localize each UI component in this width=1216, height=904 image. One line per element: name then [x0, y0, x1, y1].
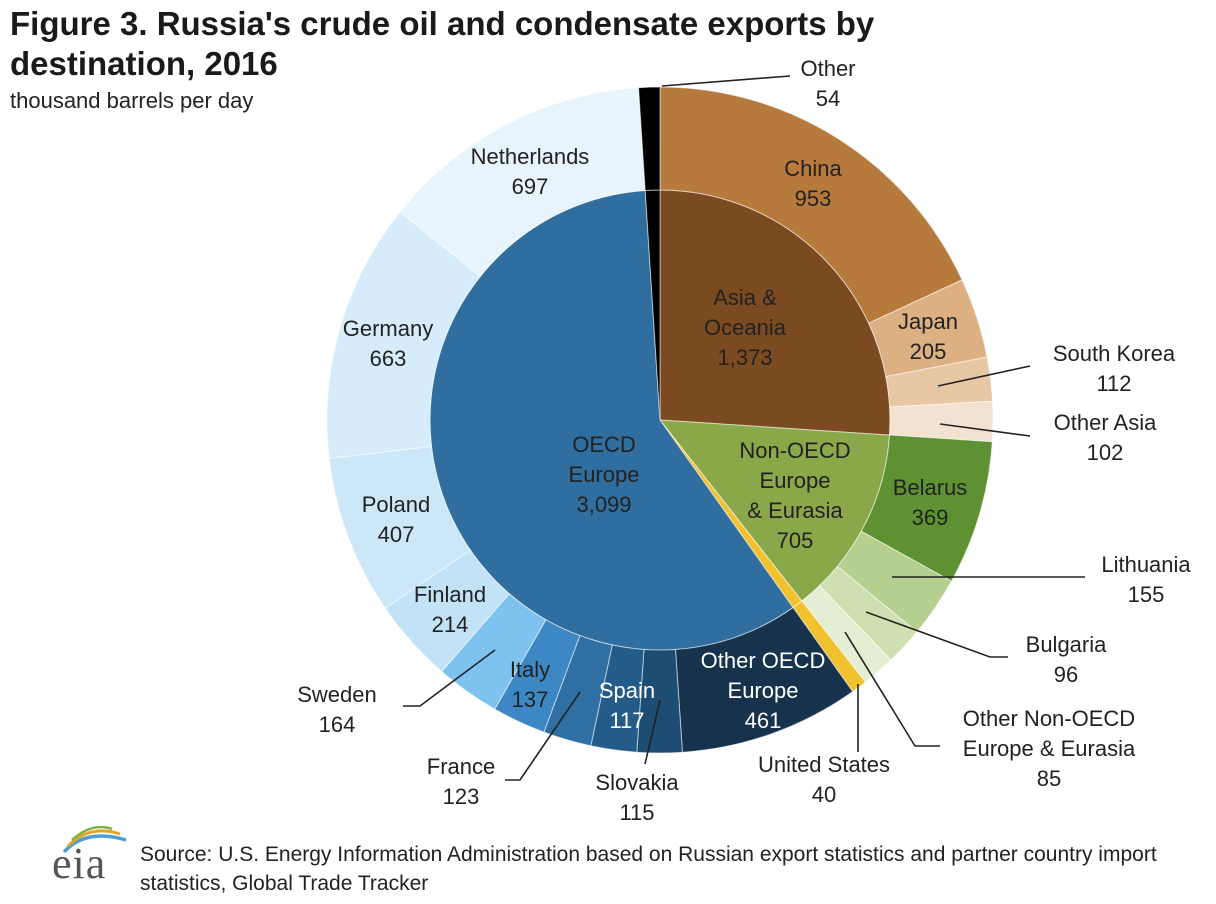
- source-note: Source: U.S. Energy Information Administ…: [140, 843, 1157, 895]
- chart-title: Figure 3. Russia's crude oil and condens…: [10, 5, 875, 82]
- leader-other-asia: [939, 423, 1031, 437]
- outer-label-france: France 123: [427, 754, 495, 809]
- outer-label-italy: Italy 137: [510, 657, 550, 712]
- outer-label-finland-value: 214: [432, 612, 469, 637]
- inner-label-asia-and-oceania-name: Oceania: [704, 315, 787, 340]
- outer-label-united-states-name: United States: [758, 752, 890, 777]
- outer-label-germany-value: 663: [370, 346, 407, 371]
- outer-label-sweden-name: Sweden: [297, 682, 377, 707]
- outer-label-belarus: Belarus 369: [893, 475, 968, 530]
- outer-label-other-oecd-europe: Other OECD Europe 461: [701, 648, 826, 733]
- outer-label-united-states: United States 40: [758, 752, 890, 807]
- outer-label-united-states-value: 40: [812, 782, 836, 807]
- inner-label-non-oecd-europe-and-eurasia-name: Non-OECD: [739, 438, 850, 463]
- outer-label-belarus-name: Belarus: [893, 475, 968, 500]
- outer-label-poland-name: Poland: [362, 492, 431, 517]
- outer-label-other: Other 54: [800, 56, 855, 111]
- outer-label-belarus-value: 369: [912, 505, 949, 530]
- leader-other: [661, 75, 791, 87]
- outer-label-other-name: Other: [800, 56, 855, 81]
- leader-sweden: [403, 649, 496, 707]
- outer-label-china-name: China: [784, 156, 842, 181]
- leader-france: [505, 691, 581, 781]
- outer-label-south-korea-value: 112: [1096, 371, 1131, 396]
- outer-label-other-asia-name: Other Asia: [1054, 410, 1157, 435]
- outer-label-other-oecd-europe-name: Europe: [728, 678, 799, 703]
- outer-label-slovakia: Slovakia 115: [595, 770, 679, 825]
- outer-label-finland: Finland 214: [414, 582, 486, 637]
- inner-label-non-oecd-europe-and-eurasia-name: & Eurasia: [747, 498, 843, 523]
- outer-label-spain-value: 117: [609, 708, 644, 733]
- outer-label-other-oecd-europe-value: 461: [745, 708, 782, 733]
- outer-label-sweden: Sweden 164: [297, 682, 377, 737]
- outer-label-spain-name: Spain: [599, 678, 655, 703]
- outer-label-bulgaria-value: 96: [1054, 662, 1078, 687]
- outer-label-south-korea: South Korea 112: [1053, 341, 1176, 396]
- inner-label-oecd-europe-name: Europe: [569, 462, 640, 487]
- inner-label-oecd-europe-name: OECD: [572, 432, 636, 457]
- outer-label-spain: Spain 117: [599, 678, 655, 733]
- outer-label-bulgaria: Bulgaria 96: [1026, 632, 1107, 687]
- outer-label-lithuania-name: Lithuania: [1101, 552, 1191, 577]
- outer-label-other-non-oecd-europe-and-eurasia: Other Non-OECD Europe & Eurasia 85: [963, 706, 1136, 791]
- outer-label-france-name: France: [427, 754, 495, 779]
- outer-label-lithuania: Lithuania 155: [1101, 552, 1191, 607]
- eia-logo-icon: [62, 826, 127, 854]
- outer-label-netherlands-value: 697: [512, 174, 549, 199]
- outer-label-bulgaria-name: Bulgaria: [1026, 632, 1107, 657]
- chart-subtitle: thousand barrels per day: [10, 88, 254, 113]
- outer-label-other-asia: Other Asia 102: [1054, 410, 1157, 465]
- outer-label-other-non-oecd-europe-and-eurasia-name: Other Non-OECD: [963, 706, 1135, 731]
- inner-label-non-oecd-europe-and-eurasia-name: Europe: [760, 468, 831, 493]
- inner-label-oecd-europe-value: 3,099: [576, 492, 631, 517]
- outer-label-finland-name: Finland: [414, 582, 486, 607]
- leader-other-non-oecd-europe-and-eurasia: [844, 631, 940, 747]
- outer-label-japan-value: 205: [910, 339, 947, 364]
- outer-label-slovakia-name: Slovakia: [595, 770, 679, 795]
- outer-label-germany: Germany 663: [343, 316, 433, 371]
- outer-label-lithuania-value: 155: [1128, 582, 1165, 607]
- inner-label-oecd-europe: OECD Europe 3,099: [569, 432, 640, 517]
- outer-label-china-value: 953: [795, 186, 832, 211]
- outer-label-south-korea-name: South Korea: [1053, 341, 1176, 366]
- inner-label-non-oecd-europe-and-eurasia: Non-OECD Europe & Eurasia 705: [739, 438, 850, 553]
- outer-slice-other: [638, 86, 661, 192]
- outer-label-poland: Poland 407: [362, 492, 431, 547]
- inner-label-asia-and-oceania-value: 1,373: [717, 345, 772, 370]
- outer-label-france-value: 123: [443, 784, 480, 809]
- outer-label-other-non-oecd-europe-and-eurasia-name: Europe & Eurasia: [963, 736, 1136, 761]
- outer-label-japan: Japan 205: [898, 309, 958, 364]
- outer-label-china: China 953: [784, 156, 842, 211]
- inner-label-non-oecd-europe-and-eurasia-value: 705: [777, 528, 814, 553]
- outer-label-sweden-value: 164: [319, 712, 356, 737]
- outer-label-netherlands-name: Netherlands: [471, 144, 590, 169]
- outer-label-other-non-oecd-europe-and-eurasia-value: 85: [1037, 766, 1061, 791]
- outer-label-other-value: 54: [816, 86, 840, 111]
- inner-label-asia-and-oceania-name: Asia &: [713, 285, 777, 310]
- inner-label-asia-and-oceania: Asia & Oceania 1,373: [704, 285, 787, 370]
- eia-logo-text: eia: [52, 839, 107, 888]
- leader-slovakia: [644, 699, 661, 765]
- leader-south-korea: [937, 365, 1031, 387]
- outer-label-slovakia-value: 115: [619, 800, 654, 825]
- outer-label-poland-value: 407: [378, 522, 415, 547]
- outer-label-netherlands: Netherlands 697: [471, 144, 590, 199]
- outer-label-japan-name: Japan: [898, 309, 958, 334]
- outer-label-italy-name: Italy: [510, 657, 550, 682]
- outer-label-other-oecd-europe-name: Other OECD: [701, 648, 826, 673]
- outer-label-other-asia-value: 102: [1087, 440, 1124, 465]
- leader-bulgaria: [865, 611, 1008, 658]
- outer-label-italy-value: 137: [512, 687, 549, 712]
- outer-label-germany-name: Germany: [343, 316, 433, 341]
